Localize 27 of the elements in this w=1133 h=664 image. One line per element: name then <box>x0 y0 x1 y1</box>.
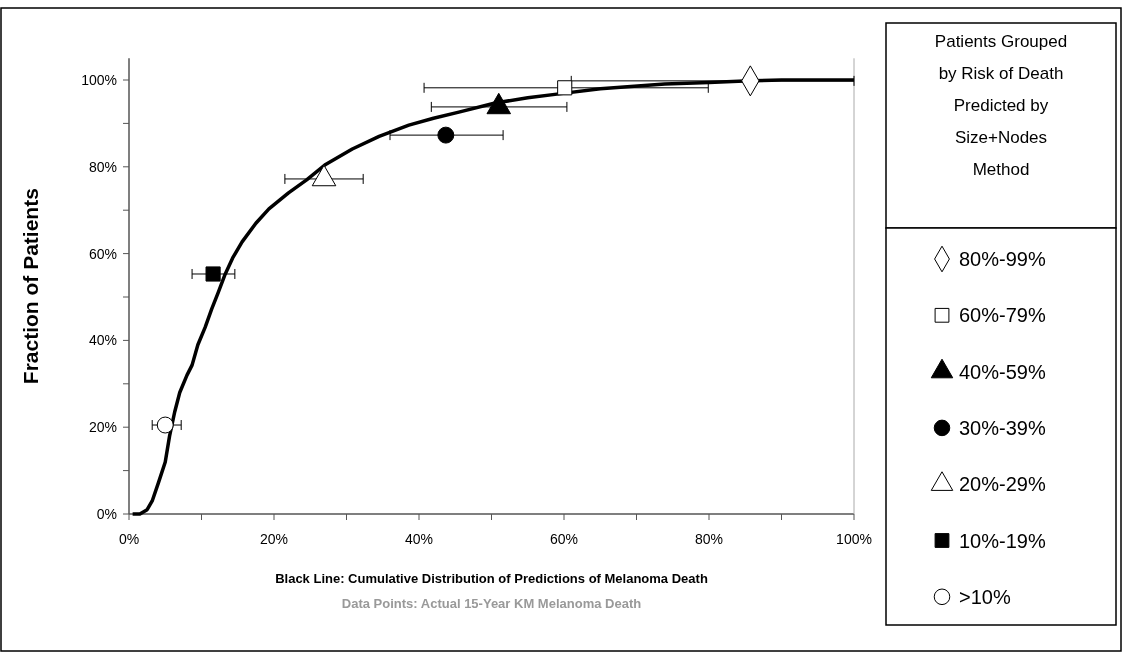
legend-title: Patients Grouped by Risk of Death Predicted by Size+Nodes Method <box>934 32 1068 179</box>
y-tick-label: 20% <box>88 419 117 436</box>
point <box>205 266 221 282</box>
legend-label: 60%-79% <box>959 304 1046 327</box>
point <box>557 80 573 96</box>
x-tick-label: 80% <box>694 531 724 547</box>
legend-label: 30%-39% <box>959 416 1046 439</box>
x-tick-label: 40% <box>404 531 434 547</box>
y-tick-label: 100% <box>81 72 117 88</box>
legend-label: 20%-29% <box>959 473 1046 496</box>
x-tick-label: 20% <box>259 531 289 547</box>
y-tick-label: 40% <box>88 332 117 349</box>
x-tick-label: 100% <box>836 531 872 547</box>
legend-label: 40%-59% <box>959 360 1046 383</box>
y-axis-title: Fraction of Patients <box>19 188 42 385</box>
legend-label: >10% <box>959 585 1011 608</box>
text: Data Points: Actual 15-Year KM Melanoma Death <box>341 596 642 611</box>
y-tick-label: 0% <box>96 506 117 522</box>
x-axis-title: Black Line: Cumulative Distribution of Predictions of Melanoma Death <box>275 571 708 586</box>
y-tick-label: 80% <box>88 158 117 175</box>
y-tick-label: 60% <box>88 245 117 262</box>
legend-label: 80%-99% <box>959 248 1046 270</box>
point <box>156 416 174 434</box>
x-tick-label: 60% <box>549 531 579 547</box>
legend-label: 10%-19% <box>959 529 1046 552</box>
x-tick-label: 0% <box>118 531 140 547</box>
point <box>437 126 455 144</box>
